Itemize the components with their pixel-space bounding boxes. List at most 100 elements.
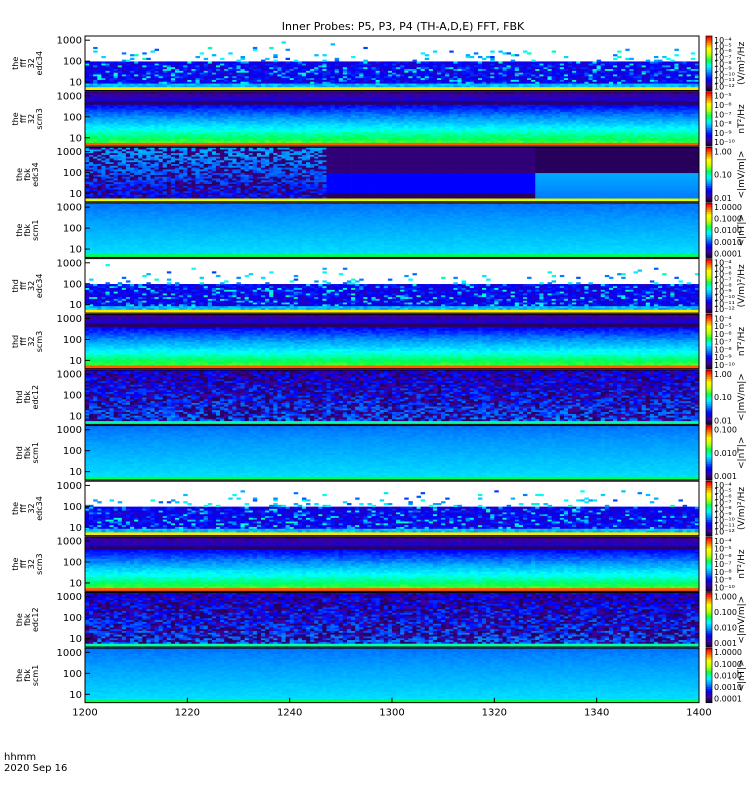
- heatmap-cell: [421, 52, 425, 54]
- heatmap-cell: [572, 61, 576, 63]
- heatmap-cell: [535, 61, 539, 63]
- heatmap-cell: [372, 61, 376, 63]
- heatmap-cell: [662, 61, 666, 63]
- heatmap-cell: [302, 61, 306, 63]
- heatmap-cell: [474, 52, 478, 54]
- heatmap-cell: [97, 61, 101, 63]
- heatmap-cell: [400, 61, 404, 63]
- heatmap-cell: [208, 61, 212, 63]
- heatmap-cell: [343, 61, 347, 63]
- heatmap-cell: [552, 51, 556, 53]
- colorbar-segment: [706, 43, 712, 46]
- heatmap-cell: [617, 61, 621, 63]
- heatmap-cell: [494, 61, 498, 63]
- colorbar-segment: [706, 41, 712, 44]
- heatmap-cell: [110, 61, 114, 63]
- colorbar-segment: [706, 84, 712, 87]
- heatmap-cell: [425, 61, 429, 63]
- heatmap-cell: [245, 61, 249, 63]
- heatmap-cell: [609, 61, 613, 63]
- colorbar-segment: [706, 79, 712, 82]
- heatmap-cell: [175, 61, 179, 63]
- heatmap-cell: [241, 56, 245, 58]
- heatmap-cell: [523, 51, 527, 53]
- heatmap-cell: [122, 52, 126, 54]
- heatmap-cell: [306, 61, 310, 63]
- heatmap-cell: [269, 47, 273, 49]
- heatmap-cell: [396, 61, 400, 63]
- heatmap-cell: [269, 61, 273, 63]
- heatmap-cell: [498, 51, 502, 53]
- heatmap-cell: [331, 43, 335, 45]
- heatmap-cell: [687, 61, 691, 63]
- heatmap-cell: [511, 54, 515, 56]
- heatmap-cell: [212, 61, 216, 63]
- heatmap-cell: [593, 61, 597, 63]
- panel-ylabel: edc34: [35, 51, 44, 76]
- heatmap-cell: [503, 52, 507, 54]
- heatmap-cell: [617, 56, 621, 58]
- heatmap-cell: [503, 61, 507, 63]
- colorbar-segment: [706, 52, 712, 55]
- heatmap-cell: [142, 58, 146, 60]
- heatmap-cell: [159, 61, 163, 63]
- heatmap-cell: [196, 61, 200, 63]
- heatmap-cell: [130, 54, 134, 56]
- heatmap-cell: [347, 61, 351, 63]
- heatmap-cell: [457, 61, 461, 63]
- heatmap-cell: [142, 61, 146, 63]
- colorbar-segment: [706, 54, 712, 57]
- heatmap-cell: [408, 61, 412, 63]
- heatmap-cell: [433, 61, 437, 63]
- heatmap-cell: [421, 61, 425, 63]
- heatmap-cell: [654, 60, 658, 62]
- heatmap-cell: [265, 58, 269, 60]
- heatmap-cell: [261, 60, 265, 62]
- heatmap-cell: [150, 61, 154, 63]
- heatmap-cell: [318, 61, 322, 63]
- heatmap-cell: [85, 61, 89, 63]
- heatmap-cell: [417, 61, 421, 63]
- heatmap-cell: [625, 49, 629, 51]
- colorbar-segment: [706, 81, 712, 84]
- heatmap-cell: [478, 61, 482, 63]
- heatmap-cell: [466, 54, 470, 56]
- heatmap-cell: [433, 51, 437, 53]
- heatmap-cell: [642, 61, 646, 63]
- heatmap-cell: [605, 61, 609, 63]
- heatmap-cell: [384, 61, 388, 63]
- heatmap-cell: [335, 58, 339, 60]
- heatmap-cell: [298, 61, 302, 63]
- heatmap-cell: [191, 61, 195, 63]
- heatmap-cell: [146, 61, 150, 63]
- heatmap-cell: [286, 58, 290, 60]
- heatmap-cell: [134, 61, 138, 63]
- heatmap-cell: [453, 61, 457, 63]
- heatmap-cell: [490, 56, 494, 58]
- y-tick-label: 1000: [57, 36, 82, 47]
- heatmap-cell: [220, 58, 224, 60]
- heatmap-cell: [290, 61, 294, 63]
- heatmap-cell: [646, 60, 650, 62]
- heatmap-cell: [470, 56, 474, 58]
- heatmap-cell: [474, 61, 478, 63]
- colorbar-tick-label: 10⁻¹²: [714, 83, 735, 92]
- colorbar-segment: [706, 77, 712, 80]
- heatmap-cell: [249, 61, 253, 63]
- heatmap-cell: [155, 49, 159, 51]
- heatmap-cell: [515, 54, 519, 56]
- heatmap-cell: [363, 47, 367, 49]
- heatmap-cell: [548, 61, 552, 63]
- heatmap-cell: [674, 61, 678, 63]
- heatmap-cell: [294, 60, 298, 62]
- heatmap-cell: [331, 61, 335, 63]
- heatmap-cell: [568, 61, 572, 63]
- heatmap-cell: [507, 52, 511, 54]
- heatmap-cell: [89, 61, 93, 63]
- heatmap-cell: [412, 60, 416, 62]
- heatmap-cell: [93, 51, 97, 53]
- heatmap-cell: [670, 60, 674, 62]
- figure-title: Inner Probes: P5, P3, P4 (TH-A,D,E) FFT,…: [282, 20, 525, 33]
- heatmap-cell: [183, 61, 187, 63]
- heatmap-cell: [355, 61, 359, 63]
